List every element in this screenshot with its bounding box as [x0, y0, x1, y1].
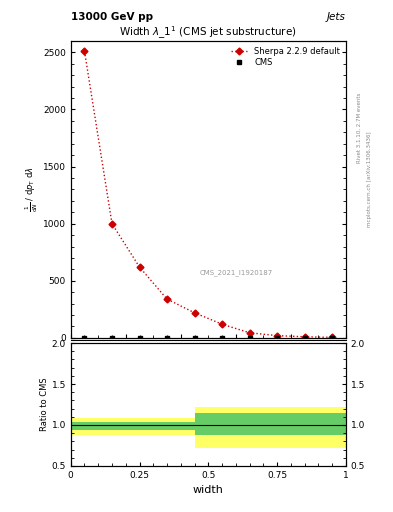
- Y-axis label: $\frac{1}{\mathrm{d}N}$ / $\mathrm{d}p_{\mathrm{T}}$ $\mathrm{d}\lambda$: $\frac{1}{\mathrm{d}N}$ / $\mathrm{d}p_{…: [24, 166, 40, 212]
- Sherpa 2.2.9 default: [192, 310, 197, 316]
- Sherpa 2.2.9 default: [330, 334, 334, 340]
- Text: Jets: Jets: [327, 12, 346, 22]
- Sherpa 2.2.9 default: [165, 296, 169, 302]
- Sherpa 2.2.9 default: [137, 264, 142, 270]
- Sherpa 2.2.9 default: [247, 330, 252, 336]
- Title: Width $\lambda\_1^1$ (CMS jet substructure): Width $\lambda\_1^1$ (CMS jet substructu…: [119, 25, 297, 41]
- X-axis label: width: width: [193, 485, 224, 495]
- Sherpa 2.2.9 default: [110, 221, 114, 227]
- Sherpa 2.2.9 default: [220, 321, 224, 327]
- Sherpa 2.2.9 default: [82, 48, 87, 54]
- Line: Sherpa 2.2.9 default: Sherpa 2.2.9 default: [82, 49, 334, 340]
- Y-axis label: Ratio to CMS: Ratio to CMS: [40, 378, 49, 431]
- Text: CMS_2021_I1920187: CMS_2021_I1920187: [199, 269, 272, 276]
- Text: 13000 GeV pp: 13000 GeV pp: [71, 12, 153, 22]
- Legend: Sherpa 2.2.9 default, CMS: Sherpa 2.2.9 default, CMS: [229, 45, 342, 69]
- Text: Rivet 3.1.10, 2.7M events: Rivet 3.1.10, 2.7M events: [357, 93, 362, 163]
- Text: mcplots.cern.ch [arXiv:1306.3436]: mcplots.cern.ch [arXiv:1306.3436]: [367, 132, 372, 227]
- Sherpa 2.2.9 default: [275, 333, 279, 339]
- Sherpa 2.2.9 default: [302, 334, 307, 340]
